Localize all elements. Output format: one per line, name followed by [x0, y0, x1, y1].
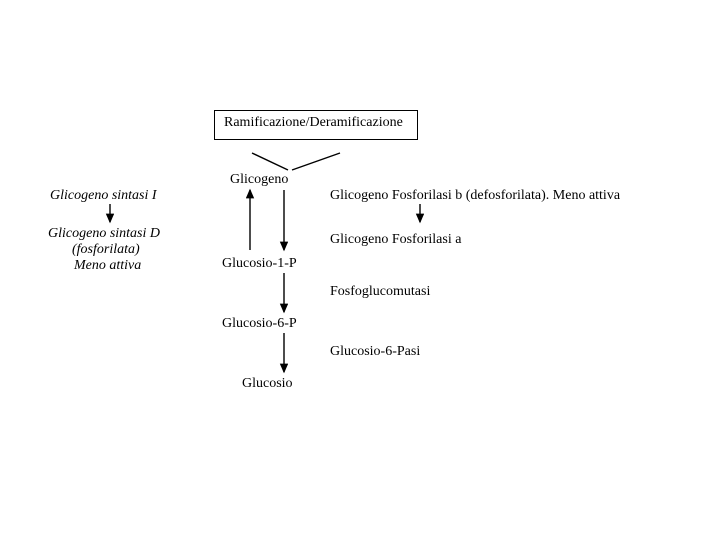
sintasi-d-line3: Meno attiva [74, 258, 141, 275]
sintasi-d-line1: Glicogeno sintasi D [48, 226, 160, 243]
fosfoglucomutasi-label: Fosfoglucomutasi [330, 284, 430, 301]
top-box-label: Ramificazione/Deramificazione [224, 115, 403, 132]
fosforilasi-b-label: Glicogeno Fosforilasi b (defosforilata).… [330, 188, 620, 205]
wedge-right [292, 153, 340, 170]
sintasi-d-line2: (fosforilata) [72, 242, 140, 259]
sintasi-i-label: Glicogeno sintasi I [50, 188, 157, 205]
fosforilasi-a-label: Glicogeno Fosforilasi a [330, 232, 461, 249]
glucosio-6pasi-label: Glucosio-6-Pasi [330, 344, 420, 361]
glucosio-6p-label: Glucosio-6-P [222, 316, 297, 333]
glicogeno-label: Glicogeno [230, 172, 288, 189]
glucosio-label: Glucosio [242, 376, 293, 393]
wedge-left [252, 153, 288, 170]
glucosio-1p-label: Glucosio-1-P [222, 256, 297, 273]
